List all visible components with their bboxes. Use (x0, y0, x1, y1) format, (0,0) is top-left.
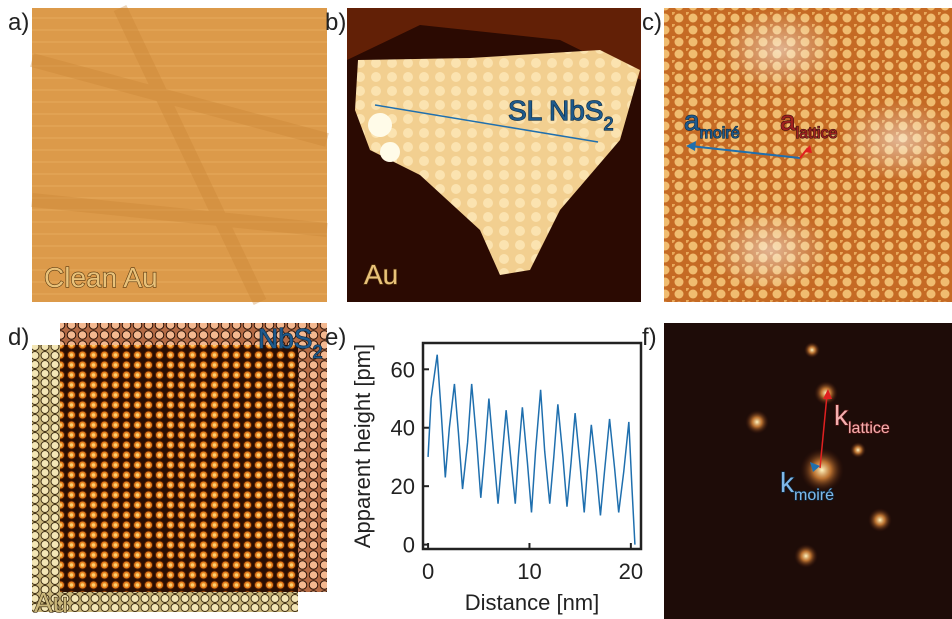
panel-c: amoiré alattice (664, 8, 952, 302)
x-axis-label: Distance [nm] (465, 590, 600, 615)
panel-f: klattice kmoiré (664, 323, 952, 619)
annotation-sub: lattice (848, 420, 890, 437)
adatom (368, 113, 392, 137)
annotation: Au (34, 587, 68, 618)
panel-a: Clean Au (32, 8, 327, 302)
annotation-text: a (780, 105, 796, 136)
moire-maximum (720, 10, 840, 90)
y-tick-label: 0 (403, 533, 415, 558)
x-tick-label: 0 (422, 559, 434, 584)
data-line (428, 355, 635, 545)
panel-label: a) (8, 9, 29, 36)
annotation-text: a (684, 105, 700, 136)
annotation: Au (364, 259, 398, 290)
panel-b: SL NbS2 Au (347, 8, 641, 302)
annotation-text: k (780, 467, 795, 498)
panel-label: e) (325, 324, 346, 351)
panel-label: f) (642, 324, 657, 351)
panel-d: NbS2 Au (32, 323, 327, 618)
annotation-text: NbS (258, 323, 312, 354)
y-axis-label: Apparent height [pm] (350, 344, 375, 548)
x-tick-label: 20 (619, 559, 643, 584)
panel-label: d) (8, 324, 29, 351)
annotation-sub: lattice (796, 125, 838, 142)
panel-e: Distance [nm] Apparent height [pm] 0 10 20… (350, 343, 643, 615)
figure: Clean Au SL NbS2 Au amoiré alattice NbS2… (0, 0, 952, 619)
annotation-sub: moiré (794, 487, 834, 504)
y-tick-label: 20 (391, 474, 415, 499)
adatom (380, 142, 400, 162)
axes-frame (423, 343, 641, 549)
annotation-sub: moiré (700, 125, 740, 142)
fft-spot (745, 410, 769, 434)
y-tick-label: 60 (391, 357, 415, 382)
fft-spot (868, 508, 892, 532)
x-tick-label: 10 (517, 559, 541, 584)
fft-spot (794, 544, 818, 568)
panel-label: b) (325, 9, 346, 36)
annotation-sub: 2 (312, 342, 322, 362)
moire-overlap (60, 345, 298, 592)
stm-image (32, 8, 327, 302)
fft-spot (850, 442, 866, 458)
fft-spot (804, 342, 820, 358)
moire-maximum (710, 210, 830, 290)
annotation-text: SL NbS (508, 95, 603, 126)
annotation: Clean Au (44, 262, 158, 293)
annotation-text: k (834, 400, 849, 431)
annotation-sub: 2 (603, 114, 613, 134)
y-tick-label: 40 (391, 416, 415, 441)
panel-label: c) (642, 9, 662, 36)
